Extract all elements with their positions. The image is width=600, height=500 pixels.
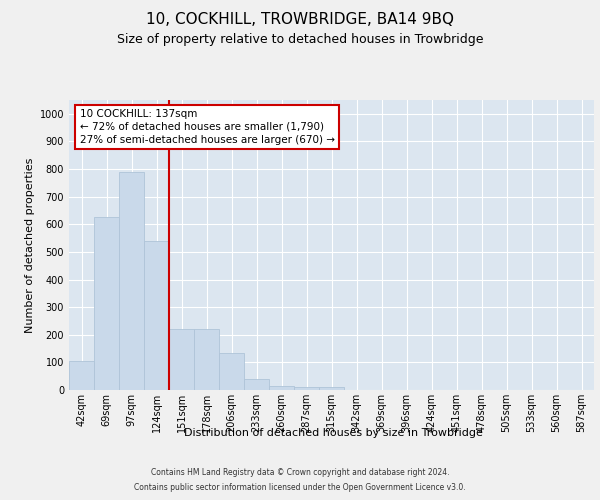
- Y-axis label: Number of detached properties: Number of detached properties: [25, 158, 35, 332]
- Bar: [94, 218, 119, 390]
- Text: Contains HM Land Registry data © Crown copyright and database right 2024.: Contains HM Land Registry data © Crown c…: [151, 468, 449, 477]
- Bar: [144, 241, 169, 390]
- Text: Size of property relative to detached houses in Trowbridge: Size of property relative to detached ho…: [117, 32, 483, 46]
- Bar: [244, 379, 269, 390]
- Bar: [319, 387, 344, 390]
- Text: Distribution of detached houses by size in Trowbridge: Distribution of detached houses by size …: [184, 428, 482, 438]
- Text: Contains public sector information licensed under the Open Government Licence v3: Contains public sector information licen…: [134, 483, 466, 492]
- Bar: [194, 329, 219, 390]
- Bar: [69, 361, 94, 390]
- Text: 10, COCKHILL, TROWBRIDGE, BA14 9BQ: 10, COCKHILL, TROWBRIDGE, BA14 9BQ: [146, 12, 454, 28]
- Bar: [169, 329, 194, 390]
- Bar: [219, 352, 244, 390]
- Text: 10 COCKHILL: 137sqm
← 72% of detached houses are smaller (1,790)
27% of semi-det: 10 COCKHILL: 137sqm ← 72% of detached ho…: [79, 108, 335, 145]
- Bar: [119, 172, 144, 390]
- Bar: [269, 386, 294, 390]
- Bar: [294, 387, 319, 390]
